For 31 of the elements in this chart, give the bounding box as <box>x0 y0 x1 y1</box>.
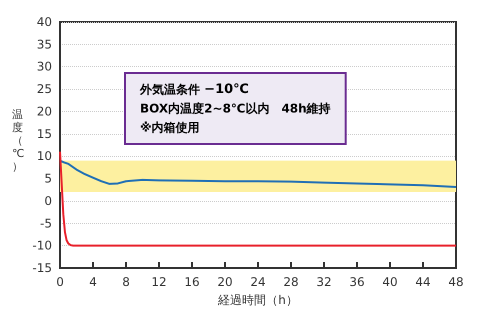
y-tick-label: 35 <box>36 37 52 52</box>
y-axis-title: 温度（℃） <box>12 108 24 173</box>
x-axis-title: 経過時間（h） <box>217 293 298 307</box>
x-tick-label: 28 <box>283 275 299 289</box>
x-tick-label: 36 <box>349 275 365 289</box>
y-tick-label: 15 <box>36 126 52 141</box>
y-tick-label: -10 <box>32 238 52 253</box>
y-tick-label: 5 <box>44 172 52 186</box>
x-tick-label: 44 <box>415 275 431 289</box>
x-tick-label: 16 <box>184 275 200 289</box>
y-tick-label: -5 <box>40 216 52 230</box>
x-tick-label: 8 <box>122 275 130 289</box>
y-tick-label: 40 <box>36 15 52 29</box>
y-tick-label: 25 <box>36 82 52 96</box>
annotation: BOX内温度2~8℃以内 48h維持 <box>140 102 331 116</box>
y-tick-label: 0 <box>44 194 52 208</box>
x-tick-label: 32 <box>316 275 332 289</box>
annotation: 外気温条件 −10℃ <box>139 82 249 97</box>
x-tick-label: 40 <box>382 275 398 289</box>
x-tick-label: 12 <box>151 275 167 289</box>
x-tick-label: 0 <box>56 275 64 289</box>
x-tick-label: 24 <box>250 275 266 289</box>
y-tick-label: 20 <box>36 104 52 118</box>
y-tick-label: 30 <box>36 60 52 74</box>
x-tick-label: 4 <box>89 275 97 289</box>
x-tick-label: 48 <box>448 275 464 289</box>
annotation: ※内箱使用 <box>140 120 200 134</box>
line-series <box>59 150 457 247</box>
y-tick-label: 10 <box>36 149 52 164</box>
y-tick-label: -15 <box>32 261 52 275</box>
x-tick-label: 20 <box>217 275 233 289</box>
